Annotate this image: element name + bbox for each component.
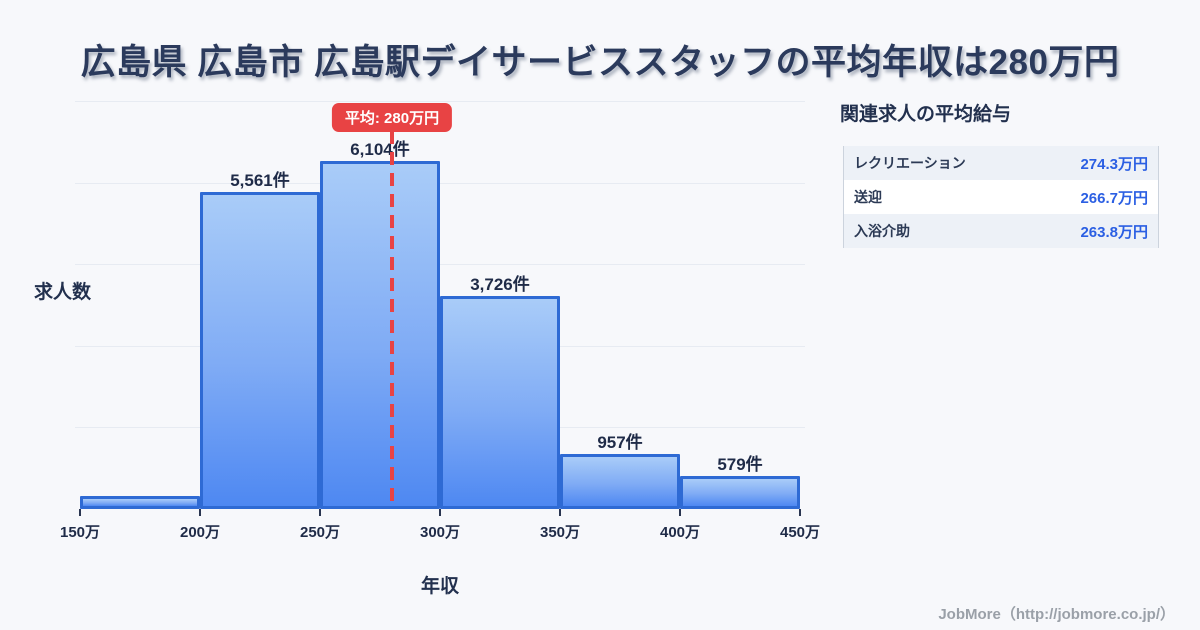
- x-axis-tick: [799, 509, 801, 516]
- related-job-salary: 274.3万円: [1080, 155, 1148, 173]
- histogram-bar: [320, 161, 440, 509]
- gridline: [75, 182, 805, 184]
- x-axis-tick: [319, 509, 321, 516]
- bar-count-label: 579件: [717, 455, 763, 474]
- x-axis-tick-label: 350万: [539, 524, 581, 541]
- average-line: [390, 131, 394, 509]
- x-axis-tick-label: 200万: [179, 524, 221, 541]
- gridline: [75, 264, 805, 266]
- y-axis-label: 求人数: [34, 282, 92, 303]
- related-job-salary: 266.7万円: [1080, 189, 1148, 207]
- x-axis-tick: [79, 509, 81, 516]
- x-axis-tick-label: 300万: [419, 524, 461, 541]
- related-job-row: レクリエーション 274.3万円: [844, 146, 1158, 180]
- page-title: 広島県 広島市 広島駅デイサービススタッフの平均年収は280万円: [80, 43, 1120, 82]
- related-job-row: 入浴介助 263.8万円: [844, 214, 1158, 248]
- bar-count-label: 6,104件: [350, 140, 410, 159]
- related-job-row: 送迎 266.7万円: [844, 180, 1158, 214]
- footer-credit: JobMore（http://jobmore.co.jp/）: [938, 606, 1175, 623]
- x-axis-tick-label: 150万: [59, 524, 101, 541]
- x-axis-tick: [559, 509, 561, 516]
- bar-count-label: 5,561件: [230, 171, 290, 190]
- x-axis-tick-label: 450万: [779, 524, 821, 541]
- histogram-bar: [80, 496, 200, 509]
- x-axis-label: 年収: [420, 576, 459, 597]
- related-job-salary: 263.8万円: [1080, 223, 1148, 241]
- x-axis-tick-label: 250万: [299, 524, 341, 541]
- x-axis-tick-label: 400万: [659, 524, 701, 541]
- x-axis-tick: [199, 509, 201, 516]
- histogram-bar: [440, 296, 560, 509]
- related-job-label: 入浴介助: [854, 223, 910, 239]
- gridline: [75, 101, 805, 102]
- histogram-bar: [560, 454, 680, 509]
- bar-count-label: 957件: [597, 433, 643, 452]
- x-axis-tick: [679, 509, 681, 516]
- related-jobs-table: レクリエーション 274.3万円送迎 266.7万円入浴介助 263.8万円: [843, 146, 1159, 248]
- x-axis-tick: [439, 509, 441, 516]
- bar-count-label: 3,726件: [470, 275, 530, 294]
- related-job-label: 送迎: [854, 189, 882, 205]
- related-job-label: レクリエーション: [854, 155, 966, 171]
- average-badge: 平均: 280万円: [331, 103, 453, 132]
- histogram-bar: [680, 476, 800, 509]
- histogram-bar: [200, 192, 320, 509]
- related-jobs-title: 関連求人の平均給与: [840, 104, 1012, 125]
